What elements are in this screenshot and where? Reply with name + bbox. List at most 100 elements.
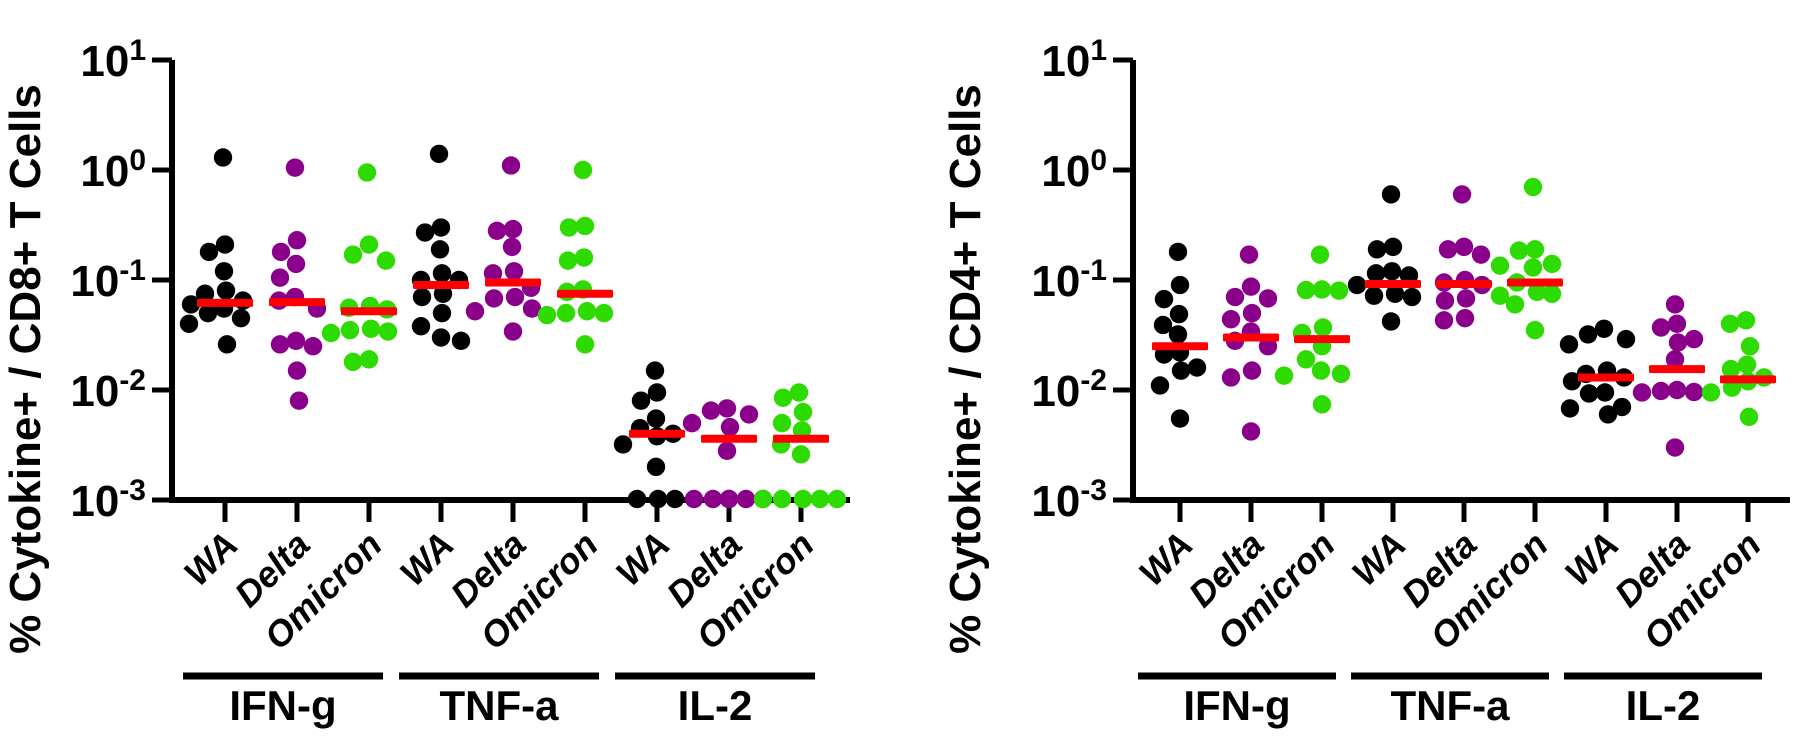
data-point [505,287,525,307]
data-point [1312,395,1332,414]
y-axis-title-cd4: % Cytokine+ / CD4+ T Cells [941,84,990,654]
data-point [198,303,218,323]
y-tick-label: 100 [1041,144,1107,196]
cd4-IL-2-Delta-points [1632,295,1704,457]
y-tick-label: 10-2 [1031,364,1107,416]
cd8-TNF-a-Omicron-points [537,160,614,354]
data-point [577,302,597,321]
data-point [1402,287,1422,307]
data-point [287,231,307,250]
data-point [1598,405,1618,424]
group-label: TNF-a [440,682,560,729]
data-point [1367,240,1387,259]
data-point [573,160,593,180]
median-bar [1507,278,1563,287]
data-point [1241,422,1261,441]
data-point [1296,350,1316,369]
data-point [430,240,450,259]
data-point [1509,241,1529,260]
data-point [720,417,740,437]
median-bar [1436,279,1492,288]
data-point [1225,287,1245,307]
median-bar [1649,365,1705,374]
cd8-IL-2-WA-points [613,361,685,509]
y-tick-label: 10-3 [1031,474,1107,526]
data-point [1221,310,1241,329]
cd8-IFN-g-WA-points [179,148,253,354]
data-point [575,335,595,354]
cd4-TNF-a-Omicron-points [1490,177,1562,340]
data-point [217,335,237,354]
cd4-IFN-g-Omicron-points [1274,245,1351,414]
data-point [431,328,451,347]
data-point [303,337,323,356]
data-point [647,383,667,402]
data-point [1456,289,1476,308]
data-point [376,251,396,270]
data-point [1274,366,1294,385]
median-bar [629,429,685,438]
y-tick-label: 10-3 [70,474,146,526]
data-point [1169,304,1189,324]
data-point [772,413,792,433]
median-bar [1294,335,1350,344]
data-point [1153,315,1173,335]
data-point [231,308,251,328]
group-label: IFN-g [1183,682,1290,729]
data-point [1313,318,1333,337]
data-point [1721,359,1741,379]
data-point [181,295,201,314]
data-point [1168,325,1188,344]
data-point [1632,383,1652,402]
data-point [503,219,523,239]
data-point [343,245,363,264]
median-bar [1720,375,1776,384]
data-point [504,262,524,281]
data-point [1383,237,1403,257]
data-point [1242,361,1262,380]
data-point [1720,314,1740,333]
data-point [285,158,305,177]
data-point [646,457,666,477]
data-point [1364,286,1384,305]
median-bar [1578,373,1634,382]
data-point [1684,382,1704,402]
data-point [1381,185,1401,204]
cd4-IL-2-Omicron-points [1701,311,1774,427]
data-point [594,303,614,323]
data-point [736,489,756,509]
data-point [484,289,504,308]
data-point [432,264,452,283]
median-bar [485,278,541,287]
data-point [1523,258,1543,277]
data-point [289,391,309,410]
data-point [1347,275,1367,295]
data-point [631,391,651,410]
data-point [502,237,522,257]
data-point [214,262,234,281]
data-point [1684,329,1704,349]
data-point [1665,295,1685,314]
data-point [793,402,813,422]
data-point [433,284,453,303]
data-point [357,163,377,182]
data-point [1651,318,1671,337]
data-point [739,405,759,424]
data-point [411,317,431,336]
y-tick-label: 101 [1041,34,1107,86]
data-point [1296,280,1316,300]
cd8-IFN-g-Omicron-points [321,163,398,372]
data-point [559,218,579,237]
data-point [1578,325,1598,344]
data-point [645,361,665,380]
median-bar [1223,333,1279,342]
data-point [321,323,341,343]
data-point [773,388,793,407]
cd8-IL-2-Omicron-points [753,383,847,509]
data-point [810,489,830,509]
data-point [717,441,737,461]
data-point [1505,295,1525,314]
data-point [1525,320,1545,340]
